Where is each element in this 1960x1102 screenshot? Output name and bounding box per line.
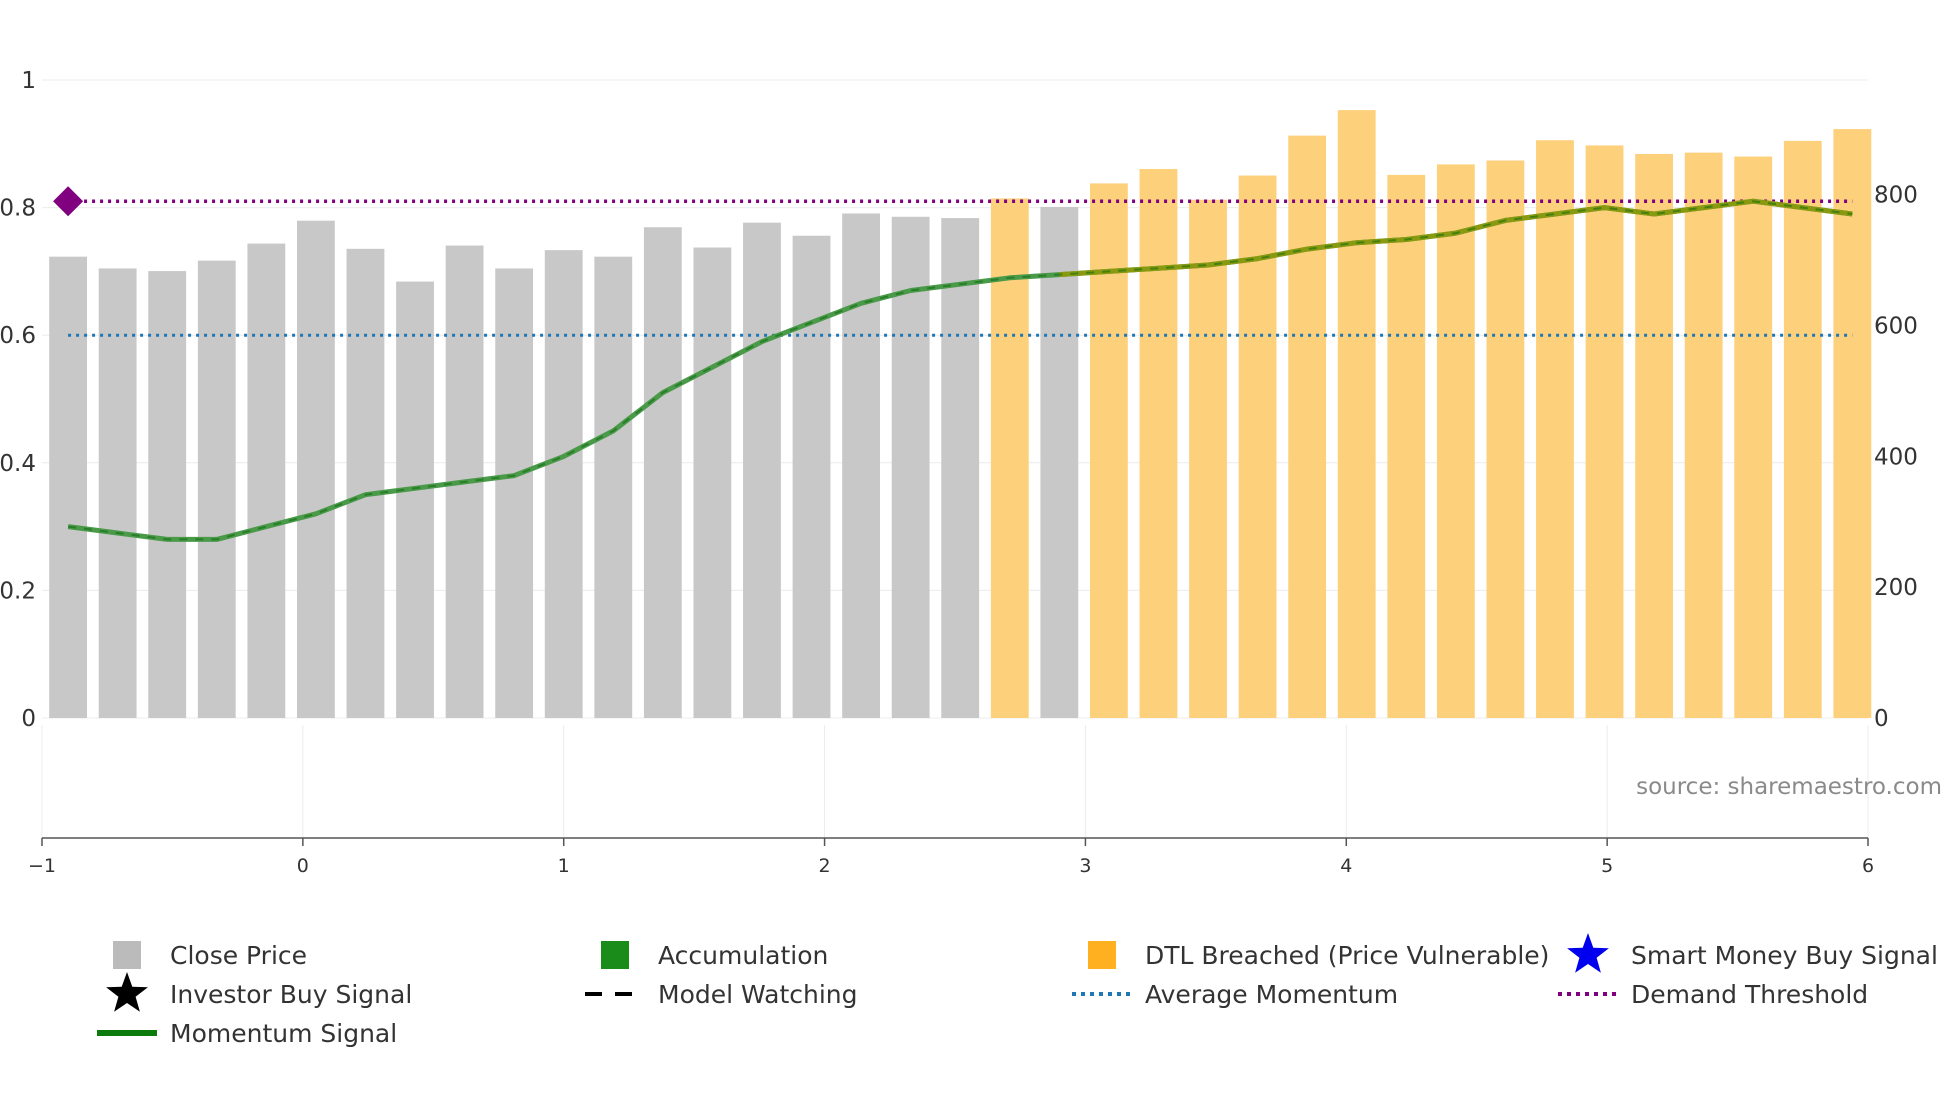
threshold-diamond-marker bbox=[53, 186, 84, 217]
x-axis-tick-label: 0 bbox=[297, 855, 309, 877]
close-price-bar bbox=[396, 281, 434, 718]
left-axis-tick-label: 1 bbox=[21, 68, 36, 94]
dtl-bar bbox=[1089, 183, 1128, 718]
dtl-bar bbox=[1783, 140, 1822, 719]
dtl-bar bbox=[1585, 145, 1624, 718]
legend-item: Model Watching bbox=[585, 980, 858, 1009]
reference-lines bbox=[53, 186, 1853, 337]
x-axis-tick-label: 5 bbox=[1601, 855, 1613, 877]
dtl-bar bbox=[1833, 129, 1872, 719]
dtl-bar bbox=[1436, 164, 1475, 719]
right-axis-tick-label: 800 bbox=[1874, 183, 1918, 209]
legend-label: Demand Threshold bbox=[1631, 980, 1868, 1009]
close-price-bar bbox=[98, 268, 137, 718]
legend-item: DTL Breached (Price Vulnerable) bbox=[1088, 941, 1549, 970]
legend: Close Price Accumulation DTL Breached (Pri… bbox=[97, 933, 1938, 1048]
close-price-bar bbox=[643, 227, 682, 718]
close-price-bar bbox=[891, 216, 930, 718]
model-watching-line bbox=[67, 200, 1853, 541]
legend-star-icon bbox=[1567, 933, 1609, 973]
legend-label: Smart Money Buy Signal bbox=[1631, 941, 1938, 970]
legend-label: DTL Breached (Price Vulnerable) bbox=[1145, 941, 1549, 970]
right-axis-tick-label: 200 bbox=[1874, 575, 1918, 601]
close-price-bar bbox=[495, 268, 534, 718]
close-price-bar bbox=[1040, 206, 1079, 718]
legend-label: Average Momentum bbox=[1145, 980, 1398, 1009]
close-price-bar bbox=[296, 220, 335, 718]
axes: 0 0.2 0.4 0.6 0.8 1 0 200 400 600 800 −1 0 1 2 3 4 5 6 bbox=[0, 68, 1918, 877]
legend-item: Close Price bbox=[113, 941, 307, 970]
close-price-bar bbox=[148, 271, 187, 718]
dtl-bar bbox=[1189, 199, 1227, 719]
legend-swatch bbox=[601, 941, 629, 969]
dtl-bar bbox=[1486, 160, 1525, 719]
dtl-bar bbox=[1139, 168, 1178, 719]
dtl-bar bbox=[1684, 152, 1723, 718]
x-axis-tick-label: 6 bbox=[1862, 855, 1874, 877]
x-axis-tick-label: −1 bbox=[28, 855, 56, 877]
dtl-bar bbox=[1635, 153, 1674, 718]
dtl-bar bbox=[990, 198, 1029, 719]
close-price-bar bbox=[743, 222, 781, 718]
close-price-bar bbox=[693, 247, 732, 718]
legend-swatch bbox=[1088, 941, 1116, 969]
right-axis-tick-label: 600 bbox=[1874, 313, 1918, 339]
left-axis-tick-label: 0.6 bbox=[0, 323, 36, 349]
x-axis-tick-label: 1 bbox=[558, 855, 570, 877]
x-axis-tick-label: 4 bbox=[1340, 855, 1352, 877]
left-axis-tick-label: 0.8 bbox=[0, 196, 36, 222]
legend-item: Average Momentum bbox=[1072, 980, 1398, 1009]
close-price-bar bbox=[346, 248, 385, 718]
close-price-bar bbox=[247, 243, 286, 719]
legend-label: Accumulation bbox=[658, 941, 828, 970]
legend-item: Smart Money Buy Signal bbox=[1567, 933, 1938, 973]
legend-swatch bbox=[113, 941, 141, 969]
legend-label: Model Watching bbox=[658, 980, 858, 1009]
close-price-bar bbox=[792, 235, 831, 719]
legend-item: Investor Buy Signal bbox=[106, 972, 412, 1012]
legend-star-icon bbox=[106, 972, 148, 1012]
x-axis-tick-label: 2 bbox=[819, 855, 831, 877]
dtl-bar bbox=[1536, 140, 1574, 718]
left-axis-tick-label: 0.4 bbox=[0, 451, 36, 477]
dtl-bar bbox=[1387, 174, 1426, 718]
close-price-bar bbox=[941, 218, 980, 718]
right-axis-tick-label: 0 bbox=[1874, 706, 1889, 732]
dtl-bar bbox=[1734, 156, 1773, 718]
left-axis-tick-label: 0.2 bbox=[0, 578, 36, 604]
left-axis-tick-label: 0 bbox=[21, 706, 36, 732]
right-axis-tick-label: 400 bbox=[1874, 444, 1918, 470]
momentum-line bbox=[67, 198, 1853, 542]
close-price-bar bbox=[842, 213, 881, 718]
legend-item: Accumulation bbox=[601, 941, 828, 970]
bars bbox=[49, 110, 1872, 719]
legend-label: Close Price bbox=[170, 941, 307, 970]
close-price-bar bbox=[197, 260, 236, 718]
dtl-bar bbox=[1288, 135, 1327, 719]
legend-label: Investor Buy Signal bbox=[170, 980, 412, 1009]
x-axis-tick-label: 3 bbox=[1079, 855, 1091, 877]
close-price-bar bbox=[544, 250, 583, 718]
close-price-bar bbox=[49, 256, 87, 718]
close-price-bar bbox=[594, 256, 633, 718]
legend-label: Momentum Signal bbox=[170, 1019, 397, 1048]
legend-item: Demand Threshold bbox=[1558, 980, 1868, 1009]
dtl-bar bbox=[1337, 110, 1376, 718]
legend-item: Momentum Signal bbox=[97, 1019, 397, 1048]
grid bbox=[41, 79, 1869, 838]
source-label: source: sharemaestro.com bbox=[1636, 774, 1942, 800]
dtl-bar bbox=[1238, 175, 1277, 719]
